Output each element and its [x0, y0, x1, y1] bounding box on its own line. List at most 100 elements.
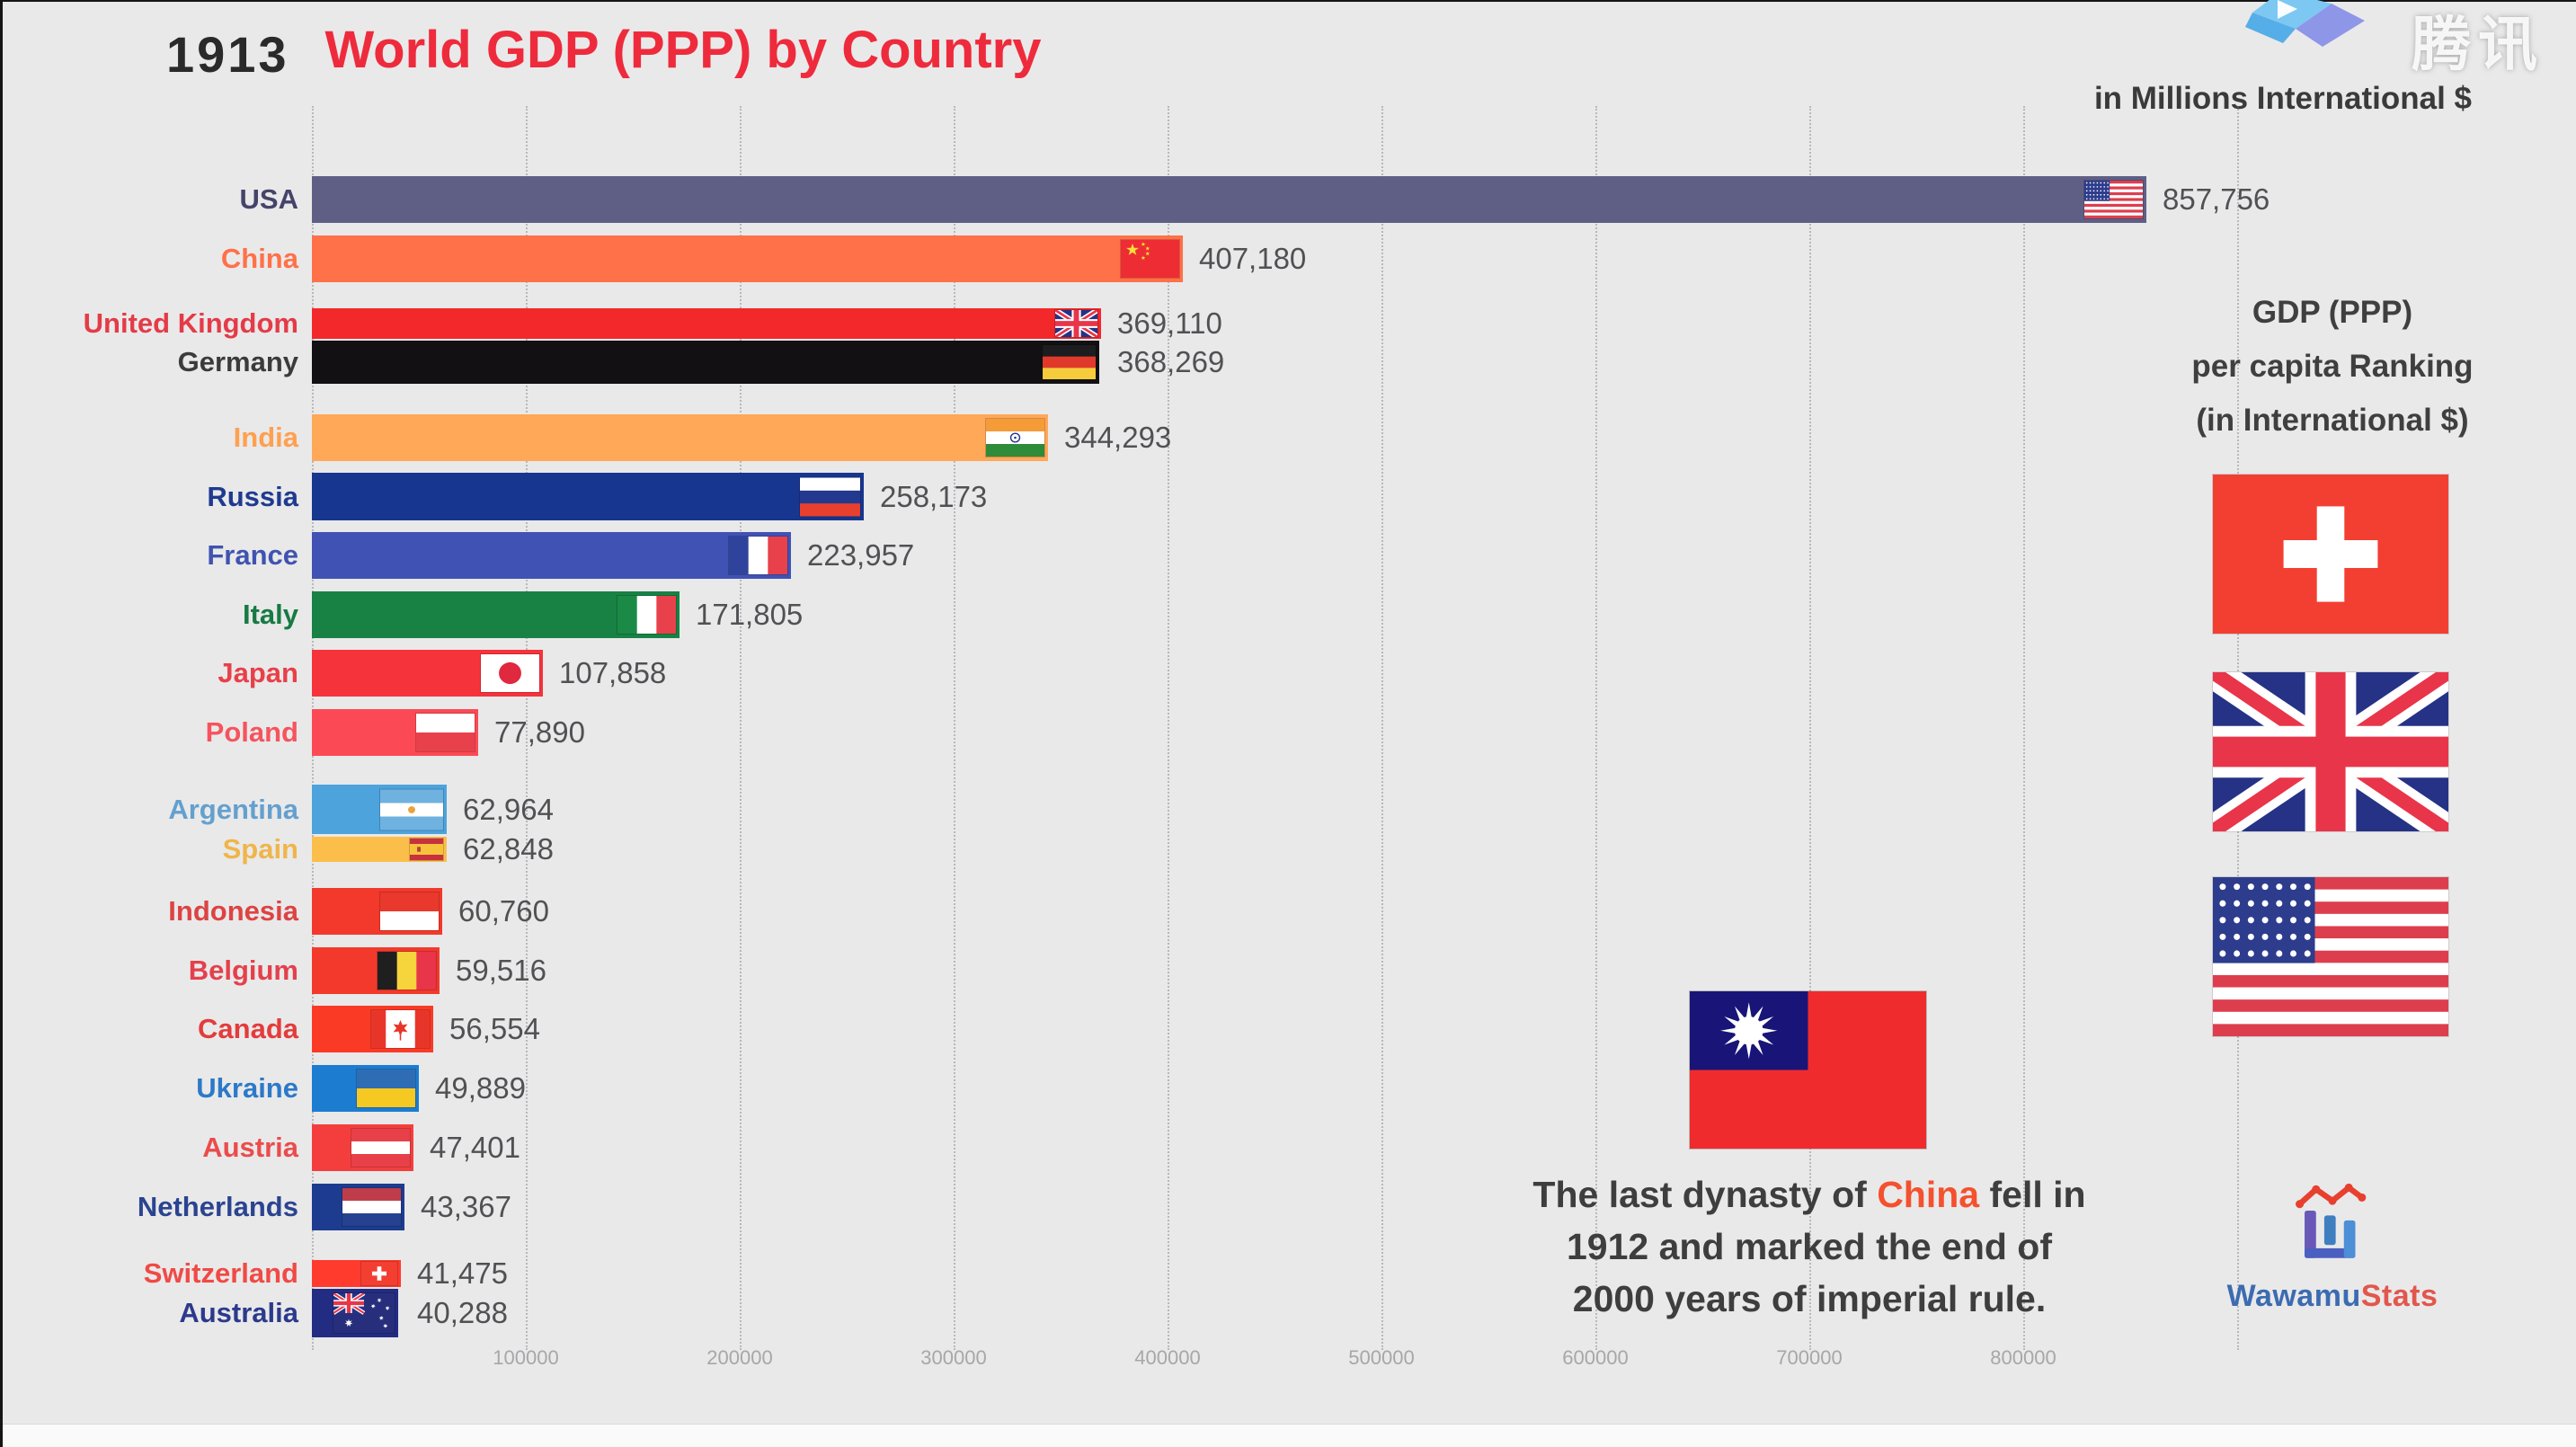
germany-flag-icon: [1043, 345, 1096, 379]
value-label-russia: 258,173: [880, 480, 988, 513]
usa-flag-icon: [2084, 181, 2143, 218]
austria-flag-image: [351, 1129, 410, 1167]
axis-tick-700000: 700000: [1776, 1346, 1843, 1369]
value-label-spain: 62,848: [463, 832, 554, 866]
axis-tick-500000: 500000: [1348, 1346, 1415, 1369]
value-label-italy: 171,805: [696, 598, 804, 631]
country-label-switzerland: Switzerland: [143, 1257, 298, 1289]
ranking-flag-2-united-kingdom-icon: [2213, 672, 2448, 831]
bar-france: [312, 532, 791, 579]
brand-red-text: Stats: [2360, 1279, 2438, 1313]
republic-of-china-flag-icon: [1690, 991, 1926, 1149]
value-label-switzerland: 41,475: [417, 1256, 508, 1290]
country-label-argentina: Argentina: [168, 794, 298, 825]
country-label-ukraine: Ukraine: [196, 1072, 298, 1104]
bar-usa: [312, 176, 2146, 223]
russia-flag-image: [800, 477, 860, 516]
gridline-100000: [526, 106, 528, 1350]
republic-of-china-flag-image: [1690, 991, 1926, 1149]
gridline-400000: [1168, 106, 1169, 1350]
bar-russia: [312, 473, 864, 520]
belgium-flag-image: [378, 952, 436, 990]
axis-tick-100000: 100000: [493, 1346, 559, 1369]
annotation-line2: 1912 and marked the end of: [1566, 1226, 2052, 1267]
country-label-austria: Austria: [202, 1132, 298, 1163]
wawamustats-logo-text: WawamuStats: [2220, 1279, 2445, 1314]
tencent-video-logo-icon: [2245, 0, 2365, 47]
italy-flag-image: [617, 596, 676, 634]
bar-ukraine: [312, 1065, 419, 1112]
china-flag-icon: [1121, 240, 1179, 278]
switzerland-flag-image: [361, 1262, 397, 1285]
bar-switzerland: [312, 1260, 401, 1287]
bar-argentina: [312, 785, 447, 834]
canada-flag-icon: [371, 1010, 430, 1048]
axis-tick-800000: 800000: [1990, 1346, 2056, 1369]
bar-canada: [312, 1006, 433, 1052]
brand-blue-text: Wawamu: [2226, 1279, 2361, 1313]
indonesia-flag-image: [380, 892, 439, 930]
ranking-flag-1-switzerland-icon: [2213, 475, 2448, 634]
bar-netherlands: [312, 1184, 404, 1230]
unit-note: in Millions International $: [2093, 81, 2472, 116]
country-label-india: India: [233, 422, 298, 453]
value-label-indonesia: 60,760: [458, 894, 549, 928]
annotation-line1: The last dynasty of China fell in: [1400, 1168, 2218, 1221]
value-label-argentina: 62,964: [463, 793, 554, 826]
country-label-germany: Germany: [177, 346, 298, 377]
bar-germany: [312, 341, 1099, 384]
year-label: 1913: [166, 26, 289, 83]
value-label-japan: 107,858: [559, 656, 667, 689]
country-label-spain: Spain: [222, 833, 298, 865]
bottom-strip: [0, 1424, 2576, 1447]
annotation-line1-pre: The last dynasty of: [1532, 1174, 1878, 1215]
axis-tick-600000: 600000: [1562, 1346, 1629, 1369]
ranking-flag-3-usa-icon: [2213, 877, 2448, 1036]
france-flag-image: [729, 537, 787, 574]
top-edge-line: [0, 0, 2576, 2]
value-label-ukraine: 49,889: [435, 1071, 526, 1105]
united-kingdom-flag-image: [2213, 672, 2448, 831]
country-label-canada: Canada: [198, 1013, 298, 1044]
country-label-japan: Japan: [218, 657, 298, 688]
austria-flag-icon: [351, 1129, 410, 1167]
united-kingdom-flag-image: [1055, 310, 1097, 337]
spain-flag-image: [410, 839, 443, 860]
united-kingdom-flag-icon: [1055, 310, 1097, 337]
australia-flag-image: [333, 1293, 395, 1333]
country-label-netherlands: Netherlands: [137, 1191, 298, 1222]
ukraine-flag-image: [357, 1070, 415, 1107]
usa-flag-image: [2213, 877, 2448, 1036]
japan-flag-icon: [481, 654, 539, 692]
indonesia-flag-icon: [380, 892, 439, 930]
value-label-usa: 857,756: [2163, 182, 2270, 216]
spain-flag-icon: [410, 839, 443, 860]
poland-flag-image: [416, 714, 475, 751]
tencent-watermark: 腾讯: [2245, 0, 2576, 77]
argentina-flag-image: [380, 789, 443, 830]
netherlands-flag-image: [342, 1188, 401, 1226]
country-label-united-kingdom: United Kingdom: [83, 307, 298, 339]
country-label-poland: Poland: [205, 716, 298, 748]
axis-tick-200000: 200000: [706, 1346, 773, 1369]
india-flag-image: [986, 419, 1044, 457]
country-label-australia: Australia: [179, 1297, 298, 1328]
left-edge-line: [0, 0, 3, 1447]
country-label-italy: Italy: [242, 599, 298, 630]
country-label-russia: Russia: [207, 481, 298, 512]
per-capita-panel: GDP (PPP) per capita Ranking (in Interna…: [2148, 286, 2517, 448]
netherlands-flag-icon: [342, 1188, 401, 1226]
bar-spain: [312, 837, 447, 862]
bar-japan: [312, 650, 543, 697]
value-label-austria: 47,401: [430, 1131, 520, 1164]
value-label-united-kingdom: 369,110: [1117, 306, 1222, 340]
value-label-china: 407,180: [1199, 242, 1307, 275]
bar-austria: [312, 1124, 413, 1171]
annotation-highlight: China: [1877, 1174, 1980, 1215]
value-label-france: 223,957: [807, 538, 915, 572]
switzerland-flag-image: [2213, 475, 2448, 634]
annotation-line3: 2000 years of imperial rule.: [1572, 1278, 2047, 1319]
value-label-india: 344,293: [1064, 421, 1172, 454]
bar-united-kingdom: [312, 308, 1101, 339]
value-label-poland: 77,890: [494, 715, 585, 749]
